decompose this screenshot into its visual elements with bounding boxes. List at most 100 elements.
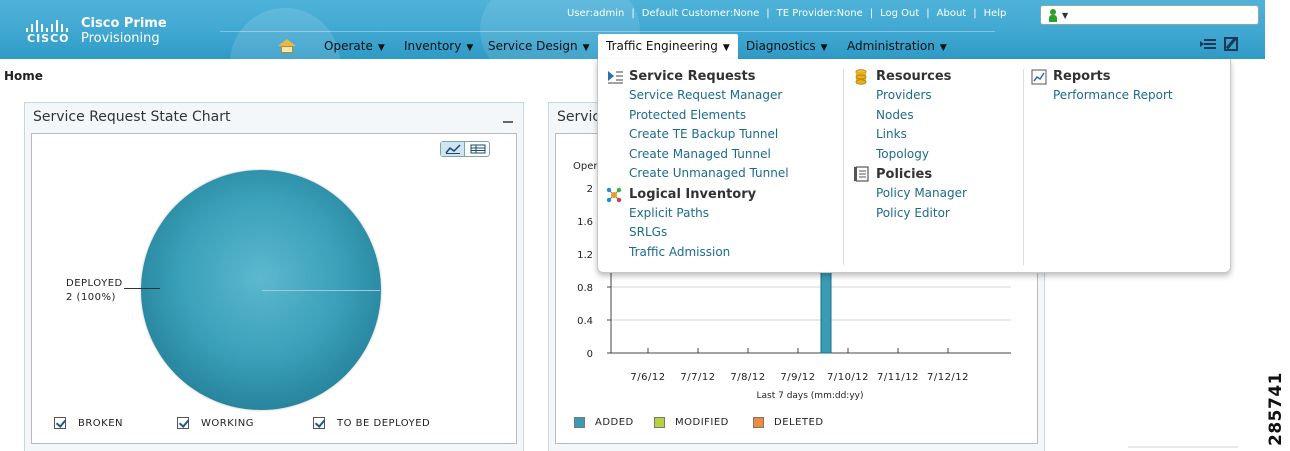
menu-explicit-paths[interactable]: Explicit Paths: [629, 206, 710, 220]
database-icon: [855, 69, 867, 85]
pie-slice-value: 2 (100%): [66, 292, 116, 303]
about-link[interactable]: About: [936, 8, 967, 19]
nav-operate[interactable]: Operate ▼: [324, 39, 385, 53]
x-axis-label: Last 7 days (mm:dd:yy): [757, 391, 864, 401]
top-links: User:admin | Default Customer:None | TE Pr…: [560, 8, 1013, 19]
chart-view-button[interactable]: [441, 142, 465, 156]
table-view-button[interactable]: [466, 142, 490, 156]
reports-icon: [1031, 69, 1047, 85]
policies-icon: [854, 166, 869, 182]
breadcrumb[interactable]: Home: [4, 69, 43, 83]
footer-rule: [1128, 446, 1238, 448]
help-link[interactable]: Help: [983, 8, 1007, 19]
search-input[interactable]: ▼: [1040, 5, 1259, 25]
y-tick-label: 1.6: [577, 217, 593, 228]
menu-providers[interactable]: Providers: [876, 88, 932, 102]
legend-working[interactable]: WORKING: [177, 417, 254, 429]
x-tick-label: 7/10/12: [827, 372, 869, 383]
y-tick-label: 0: [587, 349, 593, 360]
service-request-state-portlet: Service Request State Chart DEPLOYED 2 (…: [24, 102, 524, 451]
legend-to-be-deployed[interactable]: TO BE DEPLOYED: [313, 417, 430, 429]
edit-icon[interactable]: [1224, 36, 1238, 51]
column-divider: [843, 69, 844, 265]
x-tick-label: 7/11/12: [877, 372, 919, 383]
legend-swatch: [574, 417, 585, 428]
cisco-logo: CISCO: [27, 32, 70, 45]
pie-label-leader: [124, 288, 160, 289]
legend-label: DELETED: [774, 417, 824, 428]
user-icon[interactable]: [1048, 9, 1058, 22]
x-tick-label: 7/8/12: [730, 372, 765, 383]
checkbox[interactable]: [54, 417, 66, 429]
legend-label: MODIFIED: [675, 417, 729, 428]
column-divider: [1023, 69, 1024, 265]
menu-performance-report[interactable]: Performance Report: [1053, 88, 1173, 102]
line-chart-icon: [445, 144, 461, 154]
home-icon[interactable]: [278, 39, 296, 54]
x-tick-label: 7/12/12: [927, 372, 969, 383]
y-tick-label: 2: [587, 184, 593, 195]
legend-modified[interactable]: MODIFIED: [654, 417, 729, 428]
menu-topology[interactable]: Topology: [876, 147, 929, 161]
main-nav: Operate ▼ Inventory ▼ Service Design ▼ Traf…: [0, 34, 1000, 59]
nav-diagnostics[interactable]: Diagnostics ▼: [746, 39, 828, 53]
nav-administration[interactable]: Administration ▼: [847, 39, 947, 53]
pie-slice-edge: [262, 290, 380, 291]
logical-inventory-icon: [606, 187, 622, 203]
table-icon: [470, 144, 486, 154]
menu-service-request-manager[interactable]: Service Request Manager: [629, 88, 783, 102]
menu-nodes[interactable]: Nodes: [876, 108, 914, 122]
pie-slice-name: DEPLOYED: [66, 278, 123, 289]
figure-number: 285741: [1266, 372, 1286, 446]
legend-added[interactable]: ADDED: [574, 417, 634, 428]
checkbox[interactable]: [313, 417, 325, 429]
portlet-title: Servic: [557, 109, 601, 125]
menu-srlgs[interactable]: SRLGs: [629, 225, 668, 239]
menu-protected-elements[interactable]: Protected Elements: [629, 108, 747, 122]
traffic-engineering-menu: Service Requests Service Request Manager…: [597, 59, 1231, 273]
menu-create-managed-tunnel[interactable]: Create Managed Tunnel: [629, 147, 771, 161]
menu-policy-manager[interactable]: Policy Manager: [876, 186, 967, 200]
x-tick-label: 7/6/12: [630, 372, 665, 383]
chevron-down-icon[interactable]: ▼: [1062, 11, 1069, 20]
chart-area: DEPLOYED 2 (100%) BROKEN WORKING TO BE D…: [31, 133, 517, 444]
section-reports: Reports: [1053, 69, 1111, 84]
x-tick-label: 7/7/12: [680, 372, 715, 383]
section-resources: Resources: [876, 69, 952, 84]
portlet-title: Service Request State Chart: [33, 109, 231, 125]
service-requests-icon: [608, 71, 623, 84]
y-tick-label: 0.4: [577, 316, 593, 327]
menu-links[interactable]: Links: [876, 127, 907, 141]
menu-create-te-backup-tunnel[interactable]: Create TE Backup Tunnel: [629, 127, 779, 141]
section-service-requests: Service Requests: [629, 69, 756, 84]
section-policies: Policies: [876, 167, 933, 182]
y-tick-label: 0.8: [577, 283, 593, 294]
legend-swatch: [654, 417, 665, 428]
y-axis-label: Oper: [573, 161, 598, 172]
menu-policy-editor[interactable]: Policy Editor: [876, 206, 950, 220]
nav-divider: [220, 31, 995, 32]
section-logical-inventory: Logical Inventory: [629, 187, 757, 202]
legend-label: ADDED: [595, 417, 634, 428]
legend-broken[interactable]: BROKEN: [54, 417, 123, 429]
logout-link[interactable]: Log Out: [880, 8, 920, 19]
product-subname: Provisioning: [81, 31, 160, 46]
pie-slice-label: DEPLOYED 2 (100%): [66, 277, 123, 305]
minimize-icon[interactable]: [503, 121, 513, 123]
legend-deleted[interactable]: DELETED: [753, 417, 824, 428]
x-tick-label: 7/9/12: [780, 372, 815, 383]
legend-swatch: [753, 417, 764, 428]
menu-create-unmanaged-tunnel[interactable]: Create Unmanaged Tunnel: [629, 166, 789, 180]
nav-traffic-engineering[interactable]: Traffic Engineering ▼: [598, 34, 738, 59]
nav-service-design[interactable]: Service Design ▼: [488, 39, 590, 53]
menu-traffic-admission[interactable]: Traffic Admission: [629, 245, 731, 259]
provider-link[interactable]: TE Provider:None: [776, 8, 863, 19]
checkbox[interactable]: [177, 417, 189, 429]
nav-inventory[interactable]: Inventory ▼: [404, 39, 474, 53]
y-tick-label: 1.2: [577, 250, 593, 261]
user-link[interactable]: User:admin: [567, 8, 625, 19]
cisco-logo-bars: [26, 18, 70, 32]
list-icon[interactable]: [1200, 38, 1216, 51]
app-header: CISCO Cisco Prime Provisioning User:admi…: [0, 0, 1265, 59]
customer-link[interactable]: Default Customer:None: [641, 8, 760, 19]
